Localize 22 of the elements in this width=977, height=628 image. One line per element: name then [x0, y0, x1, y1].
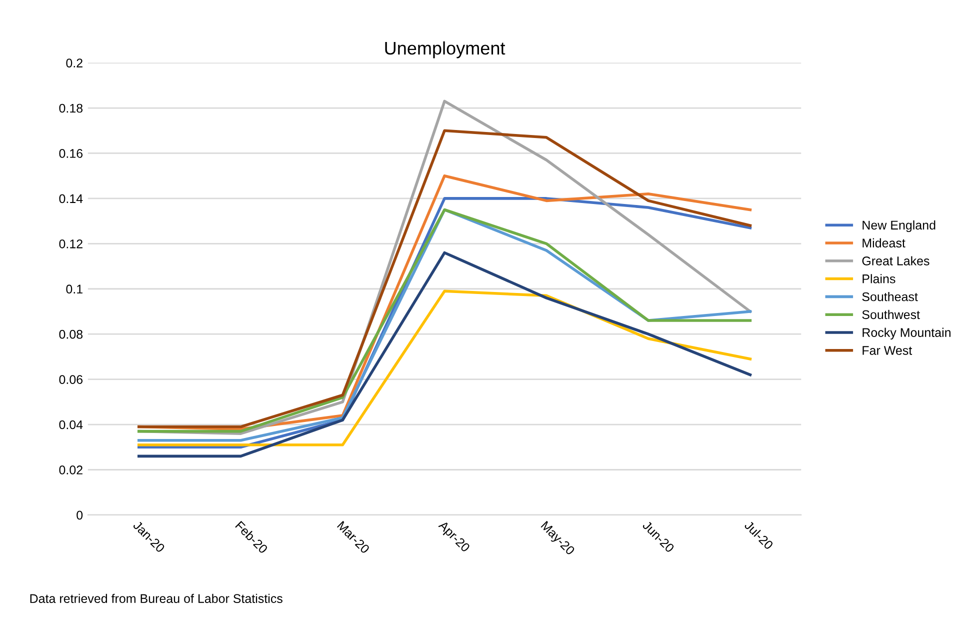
y-tick-label: 0.1: [66, 284, 82, 294]
y-tick-label: 0.06: [59, 375, 83, 384]
y-tick-label: 0.04: [59, 420, 83, 430]
y-tick-label: 0.08: [59, 330, 83, 339]
y-tick-label: 0: [76, 510, 83, 520]
y-tick-label: 0.14: [59, 194, 83, 204]
legend-label: Mideast: [862, 238, 906, 248]
y-tick-label: 0.18: [59, 104, 83, 113]
legend-label: Rocky Mountain: [862, 328, 950, 340]
legend-label: New England: [862, 220, 936, 232]
legend-label: Southwest: [862, 310, 920, 320]
y-tick-label: 0.2: [66, 58, 82, 68]
legend-label: Southeast: [862, 292, 918, 302]
chart-title: Unemployment: [385, 41, 506, 58]
line-series: [137, 251, 752, 458]
text: Data retrieved from Bureau of Labor Statistics: [30, 594, 282, 604]
y-tick-label: 0.02: [59, 466, 82, 474]
y-tick-label: 0.16: [59, 149, 83, 158]
y-tick-label: 0.12: [59, 239, 82, 248]
legend-label: Plains: [862, 274, 896, 284]
legend-label: Far West: [862, 346, 912, 355]
legend-label: Great Lakes: [862, 256, 930, 266]
